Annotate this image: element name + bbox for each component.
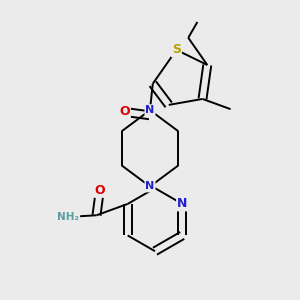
Text: N: N — [146, 105, 154, 115]
Text: O: O — [94, 184, 105, 197]
Text: NH₂: NH₂ — [57, 212, 79, 222]
Text: N: N — [177, 197, 188, 210]
Text: O: O — [119, 105, 130, 119]
Text: N: N — [146, 182, 154, 191]
Text: S: S — [172, 44, 181, 56]
